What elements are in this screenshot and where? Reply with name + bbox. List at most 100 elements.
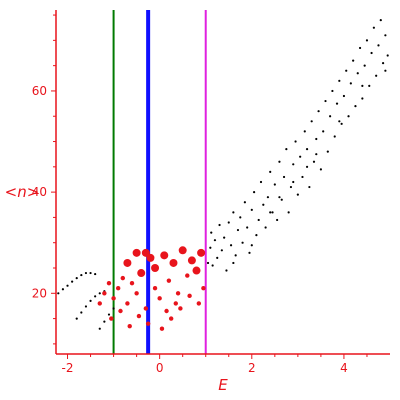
black-data-point — [239, 216, 242, 219]
y-axis-label: <n> — [5, 183, 40, 201]
black-data-point — [315, 153, 318, 156]
black-data-point — [276, 218, 279, 222]
black-data-point — [107, 313, 111, 316]
black-data-point — [278, 160, 281, 163]
black-data-point — [89, 299, 92, 302]
red-data-point — [159, 326, 165, 331]
black-data-point — [356, 72, 359, 75]
black-data-point — [299, 155, 302, 158]
black-data-point — [84, 305, 88, 308]
black-data-point — [216, 256, 219, 259]
black-data-point — [213, 239, 217, 242]
black-data-point — [103, 320, 106, 323]
black-data-point — [345, 69, 348, 72]
black-data-point — [229, 244, 233, 247]
black-data-point — [94, 272, 97, 276]
black-data-point — [241, 241, 244, 244]
black-data-point — [80, 273, 83, 277]
black-data-point — [255, 234, 258, 237]
red-data-point — [111, 296, 116, 301]
black-data-point — [89, 271, 92, 275]
black-data-point — [285, 148, 288, 151]
black-data-point — [94, 295, 97, 298]
ticks: -2 0 2 4 20 40 60 — [32, 14, 368, 375]
red-data-point — [160, 251, 169, 260]
black-data-point — [211, 264, 214, 267]
black-data-point — [264, 226, 267, 229]
black-data-point — [250, 208, 253, 211]
black-data-point — [262, 203, 265, 206]
black-data-point — [375, 74, 378, 77]
black-data-point — [257, 218, 260, 222]
red-data-point — [125, 301, 130, 306]
x-tick-label: 2 — [248, 361, 256, 375]
black-data-point — [294, 140, 297, 143]
red-data-point — [196, 301, 202, 306]
black-data-point — [365, 39, 369, 42]
black-data-point — [338, 120, 341, 123]
black-data-point — [361, 84, 364, 87]
black-data-point — [252, 191, 256, 194]
red-data-point — [106, 280, 112, 286]
black-data-point — [271, 211, 274, 214]
red-data-point — [137, 269, 146, 278]
black-data-point — [361, 97, 364, 100]
red-data-point — [143, 306, 149, 311]
red-data-point — [187, 293, 192, 299]
black-data-point — [379, 19, 382, 22]
black-data-point — [210, 231, 213, 234]
black-data-point — [331, 89, 334, 93]
red-data-point — [120, 275, 126, 281]
black-data-point — [243, 201, 246, 204]
black-data-point — [220, 249, 223, 252]
black-data-point — [287, 211, 290, 214]
black-data-point — [322, 130, 325, 133]
x-tick-label: -2 — [62, 361, 74, 375]
red-data-point — [175, 291, 181, 296]
black-data-point — [363, 64, 366, 67]
y-tick-label: 40 — [32, 185, 47, 199]
black-data-point — [282, 175, 286, 179]
black-data-point — [301, 175, 304, 179]
red-data-point — [123, 258, 132, 267]
black-data-point — [386, 54, 389, 57]
black-data-point — [329, 115, 332, 118]
black-data-point — [225, 269, 228, 272]
black-data-point — [292, 180, 295, 184]
black-data-point — [384, 69, 387, 72]
black-data-point — [269, 211, 272, 214]
red-data-point — [109, 316, 114, 321]
red-data-point — [129, 280, 135, 286]
black-data-point — [312, 160, 316, 163]
black-data-point — [326, 150, 329, 153]
black-data-point — [340, 122, 343, 125]
black-data-point — [75, 277, 78, 280]
black-data-point — [223, 236, 226, 239]
black-data-point — [236, 228, 240, 232]
black-data-point — [71, 280, 74, 283]
black-data-point — [352, 59, 355, 62]
black-data-point — [289, 185, 293, 189]
black-data-point — [278, 196, 281, 199]
black-data-point — [338, 79, 341, 82]
red-data-point — [97, 301, 102, 306]
black-data-point — [280, 198, 283, 201]
data-points — [57, 19, 389, 331]
black-data-point — [269, 170, 272, 173]
black-data-point — [218, 223, 221, 227]
black-data-point — [234, 254, 237, 257]
black-data-point — [349, 82, 352, 85]
black-data-point — [273, 183, 276, 186]
red-data-point — [136, 313, 142, 319]
black-data-point — [370, 51, 373, 55]
black-data-point — [368, 84, 371, 87]
red-data-point — [141, 248, 150, 257]
black-data-point — [61, 288, 65, 291]
black-data-point — [98, 292, 101, 295]
axes — [55, 10, 390, 355]
red-data-point — [178, 246, 187, 255]
red-data-point — [134, 291, 139, 296]
black-data-point — [335, 102, 339, 105]
black-data-point — [324, 99, 327, 103]
red-data-point — [197, 248, 206, 257]
